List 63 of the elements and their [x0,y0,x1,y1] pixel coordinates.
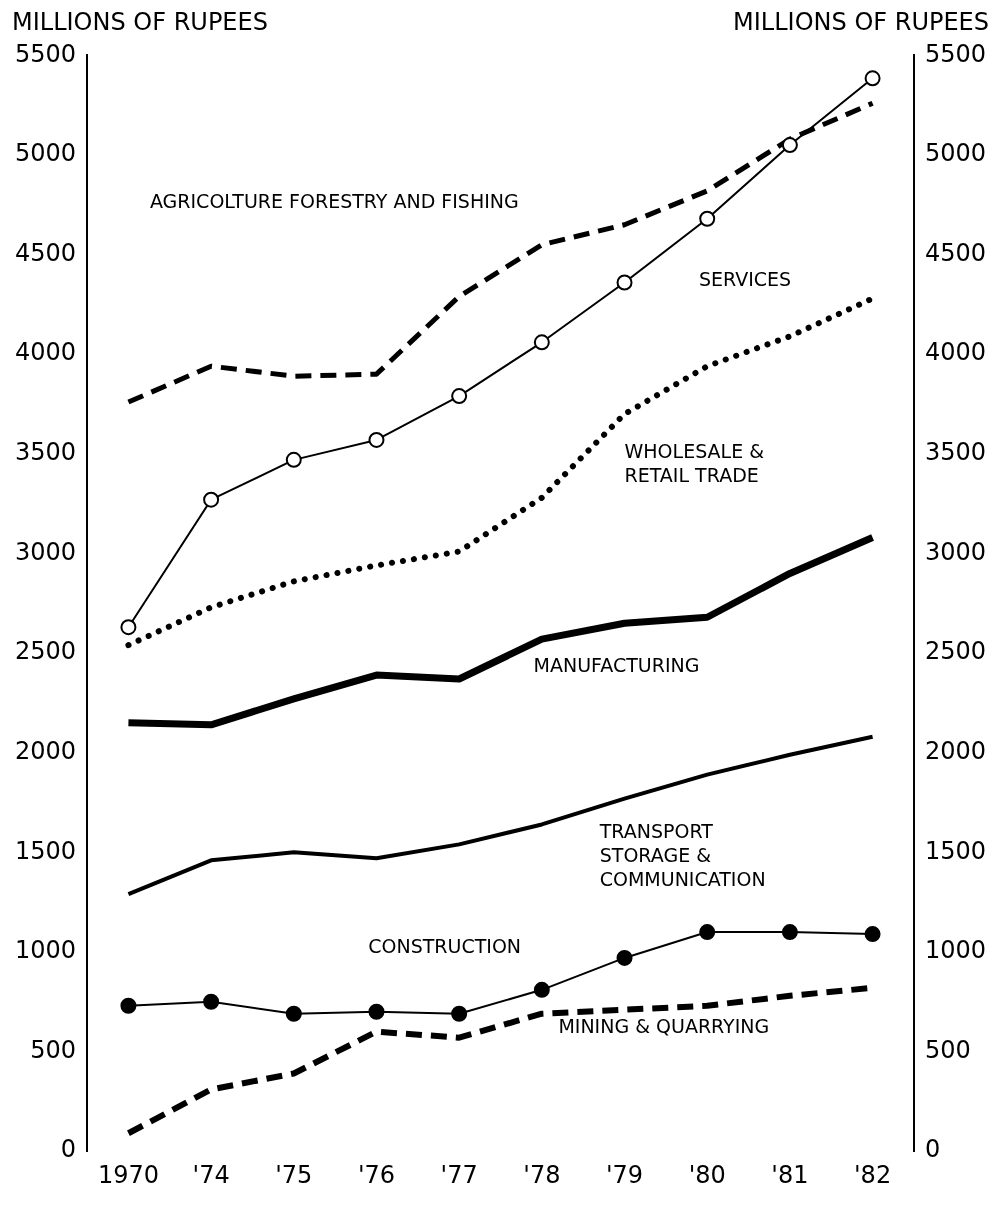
y2-tick-label: 1000 [924,936,986,965]
x-tick-label: '80 [688,1160,726,1189]
y-tick-label: 2000 [15,736,77,765]
series-label: TRANSPORT STORAGE & COMMUNICATION [598,820,766,891]
y2-tick-label: 500 [924,1035,971,1064]
series-label: MANUFACTURING [533,653,700,676]
y-tick-label: 500 [30,1035,77,1064]
point [203,993,220,1010]
x-tick-label: '79 [605,1160,644,1189]
y2-tick-label: 1500 [924,836,986,865]
y2-axis-title: MILLIONS OF RUPEES [733,8,989,38]
y2-tick-label: 4500 [924,238,986,267]
point [699,924,716,941]
series-label: WHOLESALE & RETAIL TRADE [624,440,765,487]
point [368,431,385,448]
x-tick-label: '78 [523,1160,561,1189]
series-label: CONSTRUCTION [368,935,522,958]
point [864,70,881,87]
point [285,1005,302,1022]
y-tick-label: 4000 [15,338,77,367]
y2-tick-label: 2000 [924,736,986,765]
series-label: SERVICES [698,268,792,291]
x-tick-label: '81 [771,1160,809,1189]
y-tick-label: 3000 [15,537,77,566]
point [451,388,468,405]
point [120,997,137,1014]
y2-tick-label: 0 [924,1135,941,1164]
point [864,926,881,943]
x-tick-label: 1970 [97,1160,159,1189]
point [120,619,137,636]
y2-tick-label: 3000 [924,537,986,566]
series-label: MINING & QUARRYING [558,1015,770,1038]
y2-tick-label: 5500 [924,39,986,68]
y2-tick-label: 5000 [924,139,986,168]
x-tick-label: '74 [192,1160,230,1189]
x-tick-label: '75 [275,1160,313,1189]
y2-tick-label: 2500 [924,637,986,666]
y-tick-label: 1500 [15,836,77,865]
point [533,981,550,998]
x-tick-label: '82 [854,1160,892,1189]
y-tick-label: 1000 [15,936,77,965]
point [368,1003,385,1020]
x-tick-label: '77 [440,1160,478,1189]
y-tick-label: 5500 [15,39,77,68]
point [533,334,550,351]
point [616,949,633,966]
point [203,491,220,508]
point [781,137,798,154]
y-tick-label: 2500 [15,637,77,666]
point [451,1005,468,1022]
point [616,274,633,291]
y-tick-label: 3500 [15,438,77,467]
y2-tick-label: 4000 [924,338,986,367]
point [699,210,716,227]
y-axis-title: MILLIONS OF RUPEES [12,8,268,38]
y-tick-label: 4500 [15,238,77,267]
y2-tick-label: 3500 [924,438,986,467]
text: AGRICOLTURE FORESTRY AND FISHING [149,190,519,213]
x-tick-label: '76 [357,1160,396,1189]
point [285,451,302,468]
y-tick-label: 0 [60,1135,77,1164]
point [781,924,798,941]
y-tick-label: 5000 [15,139,77,168]
